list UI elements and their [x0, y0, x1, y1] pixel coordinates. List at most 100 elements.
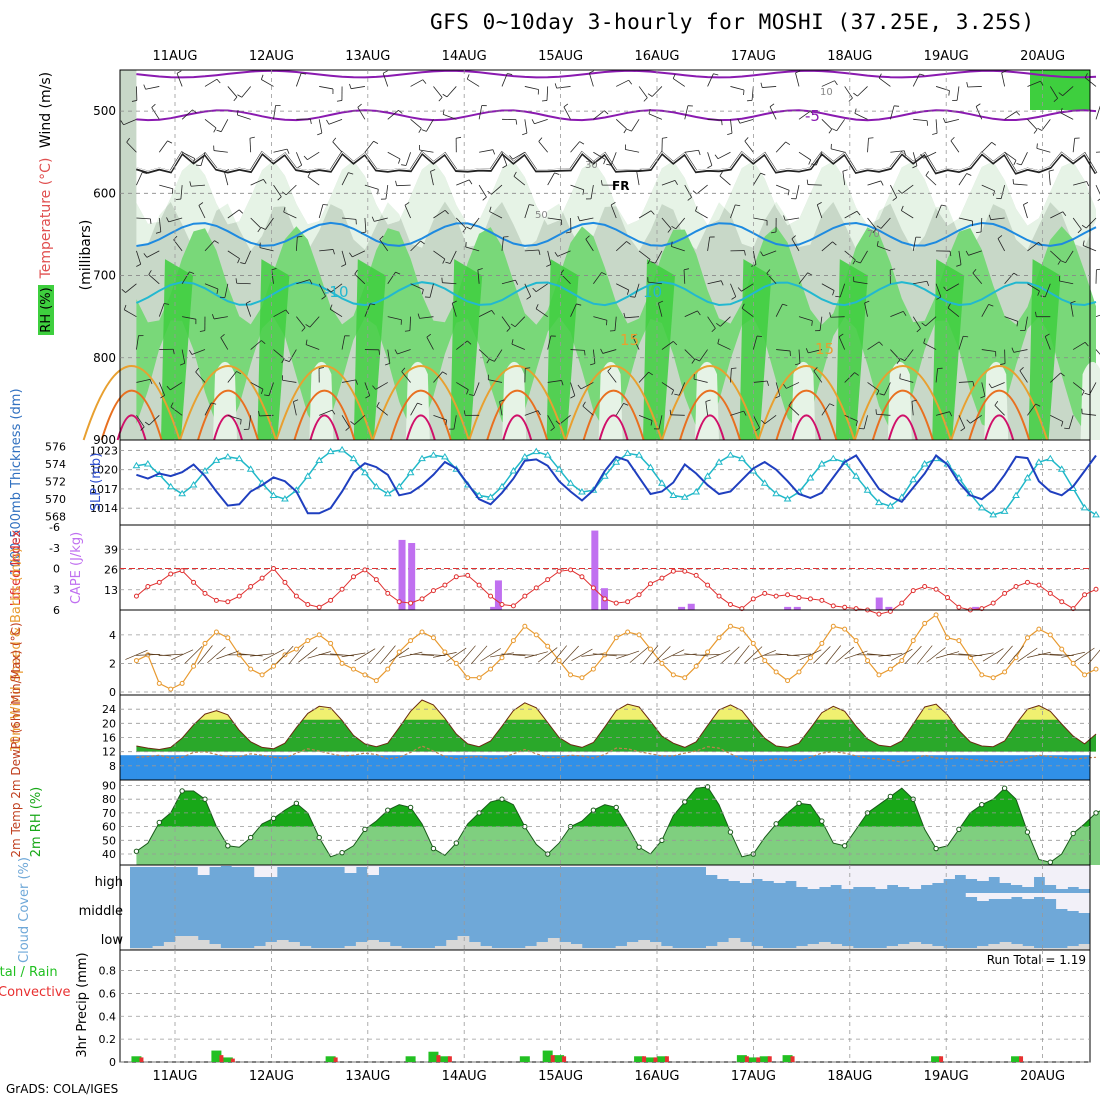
- cloud-high-gap: [378, 865, 391, 867]
- thickness-marker: [566, 479, 575, 486]
- wind-barb-flag: [326, 288, 332, 293]
- cloud-low-gap: [785, 948, 797, 950]
- wind-speed-marker: [933, 612, 939, 618]
- surface-wind-barb: [935, 651, 960, 659]
- wind-speed-marker: [1036, 626, 1042, 632]
- wind-barb: [935, 411, 950, 416]
- wind-barb: [730, 86, 745, 91]
- wind-barb-flag: [404, 202, 410, 206]
- wind-barb: [244, 250, 252, 264]
- wind-barb-flag: [643, 97, 648, 102]
- wind-speed-marker: [590, 666, 596, 672]
- wind-barb: [950, 140, 960, 153]
- wind-barb: [661, 217, 672, 229]
- rh2m-marker: [819, 818, 825, 824]
- contour-label-rh50: 50: [535, 210, 548, 221]
- wind-barb-flag: [606, 163, 612, 166]
- wind-barb-flag: [741, 303, 745, 309]
- cloud-high-gap: [265, 865, 278, 877]
- wind-barb: [557, 250, 571, 257]
- wind-barb: [585, 238, 594, 252]
- wind-barb: [684, 149, 699, 153]
- cloud-low-gap: [276, 940, 289, 950]
- pressure-tick-label: 900: [93, 433, 116, 447]
- wind-barb: [514, 316, 526, 328]
- wind-barb-flag: [211, 402, 217, 405]
- wind-barb-flag: [445, 261, 451, 264]
- wind-barb-flag: [189, 349, 193, 355]
- day-label-top: 12AUG: [249, 49, 294, 64]
- wind-barb: [798, 349, 801, 364]
- surface-wind-barb: [354, 648, 376, 662]
- wind-barb: [867, 180, 882, 186]
- cloud-high-gap: [1067, 865, 1080, 887]
- wind-barb-flag: [842, 169, 848, 172]
- wind-barb-flag: [912, 165, 918, 169]
- lifted-marker: [179, 568, 185, 574]
- temp-contour-10: [135, 281, 1097, 307]
- cloud-low-gap: [1056, 948, 1068, 950]
- cloud-high-gap: [886, 865, 899, 885]
- wind-barb-flag: [354, 269, 358, 275]
- wind-barb: [328, 118, 343, 125]
- lifted-marker: [316, 604, 322, 610]
- thickness-marker: [269, 491, 278, 499]
- wind-barb: [524, 86, 539, 90]
- wind-barb: [248, 415, 252, 430]
- wind-barb-flag: [329, 304, 333, 310]
- cloud-high-gap: [209, 865, 221, 867]
- wind-barb: [1072, 217, 1082, 230]
- wind-barb: [661, 382, 674, 391]
- wind-barb-flag: [1082, 240, 1085, 246]
- temp-contour-15: [82, 365, 181, 441]
- wind-barb: [1050, 250, 1061, 261]
- surface-wind-barb: [799, 649, 822, 661]
- day-label-top: 14AUG: [442, 49, 487, 64]
- wind-barb-flag: [150, 218, 152, 224]
- wind-barb-flag: [123, 304, 127, 310]
- wind-barb-flag: [838, 333, 844, 338]
- wind-barb: [1001, 72, 1006, 87]
- wind-barb: [593, 110, 605, 120]
- cloud-high-gap: [491, 865, 504, 867]
- surface-wind-barb: [721, 646, 740, 664]
- wind-speed-marker: [248, 666, 254, 672]
- wind-barb: [181, 271, 190, 284]
- cloud-low-gap: [864, 948, 876, 950]
- wind-speed-marker: [579, 675, 585, 681]
- wind-barb: [631, 119, 640, 132]
- wind-barb: [268, 382, 274, 396]
- wind-barb: [1049, 86, 1058, 99]
- wind-barb: [374, 217, 388, 222]
- wind-barb: [912, 152, 918, 166]
- temperature-legend-label: Temperature (°C): [38, 158, 54, 280]
- wind-barb: [753, 217, 768, 221]
- lifted-marker: [1059, 599, 1065, 605]
- wind-barb-flag: [997, 235, 1003, 239]
- wind-barb-flag: [991, 142, 997, 146]
- rh2m-marker: [682, 799, 688, 805]
- lifted-marker: [202, 590, 208, 596]
- wind-speed-marker: [899, 658, 905, 664]
- wind-barb: [839, 283, 846, 298]
- wind-barb: [610, 152, 617, 166]
- wind-barb: [867, 382, 880, 391]
- precip-total-bar: [405, 1056, 416, 1062]
- wind-barb: [956, 86, 960, 101]
- wind-barb-flag: [610, 202, 616, 206]
- wind-barb: [491, 184, 503, 195]
- precip-conv-bar: [550, 1055, 555, 1062]
- cloud-low-gap: [254, 946, 267, 950]
- lifted-marker: [293, 593, 299, 599]
- wind-barb: [654, 250, 663, 264]
- lifted-marker: [442, 582, 448, 588]
- wind-barb-flag: [988, 214, 992, 220]
- wind-barb-flag: [318, 367, 325, 369]
- cloud-high-gap: [231, 865, 244, 867]
- wind-speed-marker: [1047, 632, 1053, 638]
- wind-barb-flag: [192, 158, 196, 164]
- lifted-marker: [385, 590, 391, 596]
- wind-barb-flag: [360, 231, 366, 234]
- wind-barb-flag: [648, 371, 653, 376]
- cloud-high-gap: [593, 865, 605, 867]
